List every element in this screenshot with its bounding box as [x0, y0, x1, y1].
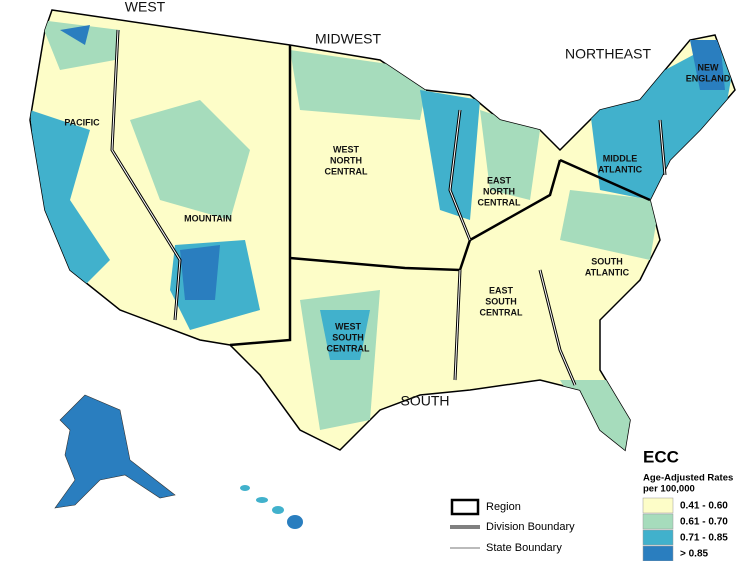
division-label: ENGLAND	[686, 73, 731, 83]
boundary-legend-label: State Boundary	[486, 542, 562, 554]
legend-subtitle: Age-Adjusted Rates	[643, 473, 733, 484]
division-label: NORTH	[330, 155, 362, 165]
division-label: CENTRAL	[478, 197, 521, 207]
region-label: NORTHEAST	[565, 46, 652, 62]
legend-swatch	[642, 529, 674, 546]
alaska	[54, 394, 176, 509]
contiguous-us	[29, 9, 736, 452]
division-label: NORTH	[483, 186, 515, 196]
division-label: NEW	[698, 62, 720, 72]
division-label: CENTRAL	[327, 343, 370, 353]
legend-swatch	[642, 513, 674, 530]
legend-label: 0.61 - 0.70	[680, 517, 728, 528]
region-label: SOUTH	[401, 393, 450, 409]
legend-label: > 0.85	[680, 549, 709, 560]
division-boundaries-inner	[111, 29, 666, 386]
division-label: EAST	[489, 285, 514, 295]
legend-label: 0.71 - 0.85	[680, 533, 728, 544]
legend-title: ECC	[643, 447, 679, 466]
hawaii-island	[240, 485, 250, 491]
hawaii-island	[287, 515, 303, 529]
region-label: MIDWEST	[315, 31, 382, 47]
hawaii-island	[272, 506, 284, 514]
region-label: WEST	[125, 0, 166, 15]
hawaii-island	[256, 497, 268, 503]
division-label: PACIFIC	[64, 117, 100, 127]
division-label: ATLANTIC	[585, 267, 630, 277]
division-label: CENTRAL	[480, 307, 523, 317]
division-label: WEST	[333, 144, 360, 154]
legend-swatch	[642, 497, 674, 514]
division-label: EAST	[487, 175, 512, 185]
region-boundaries	[229, 45, 651, 347]
boundary-legend-label: Division Boundary	[486, 521, 575, 533]
division-label: MOUNTAIN	[184, 213, 232, 223]
boundary-legend-label: Region	[486, 501, 521, 513]
legend-label: 0.41 - 0.60	[680, 501, 728, 512]
division-label: SOUTH	[591, 256, 623, 266]
division-label: CENTRAL	[325, 166, 368, 176]
legend-swatch	[642, 545, 674, 561]
division-label: ATLANTIC	[598, 164, 643, 174]
division-label: WEST	[335, 321, 362, 331]
boundary-legend	[450, 498, 480, 549]
division-label: SOUTH	[485, 296, 517, 306]
alaska-hawaii	[54, 394, 303, 529]
legend-subtitle: per 100,000	[643, 484, 695, 495]
division-label: SOUTH	[332, 332, 364, 342]
region-swatch	[450, 498, 480, 516]
division-label: MIDDLE	[603, 153, 638, 163]
